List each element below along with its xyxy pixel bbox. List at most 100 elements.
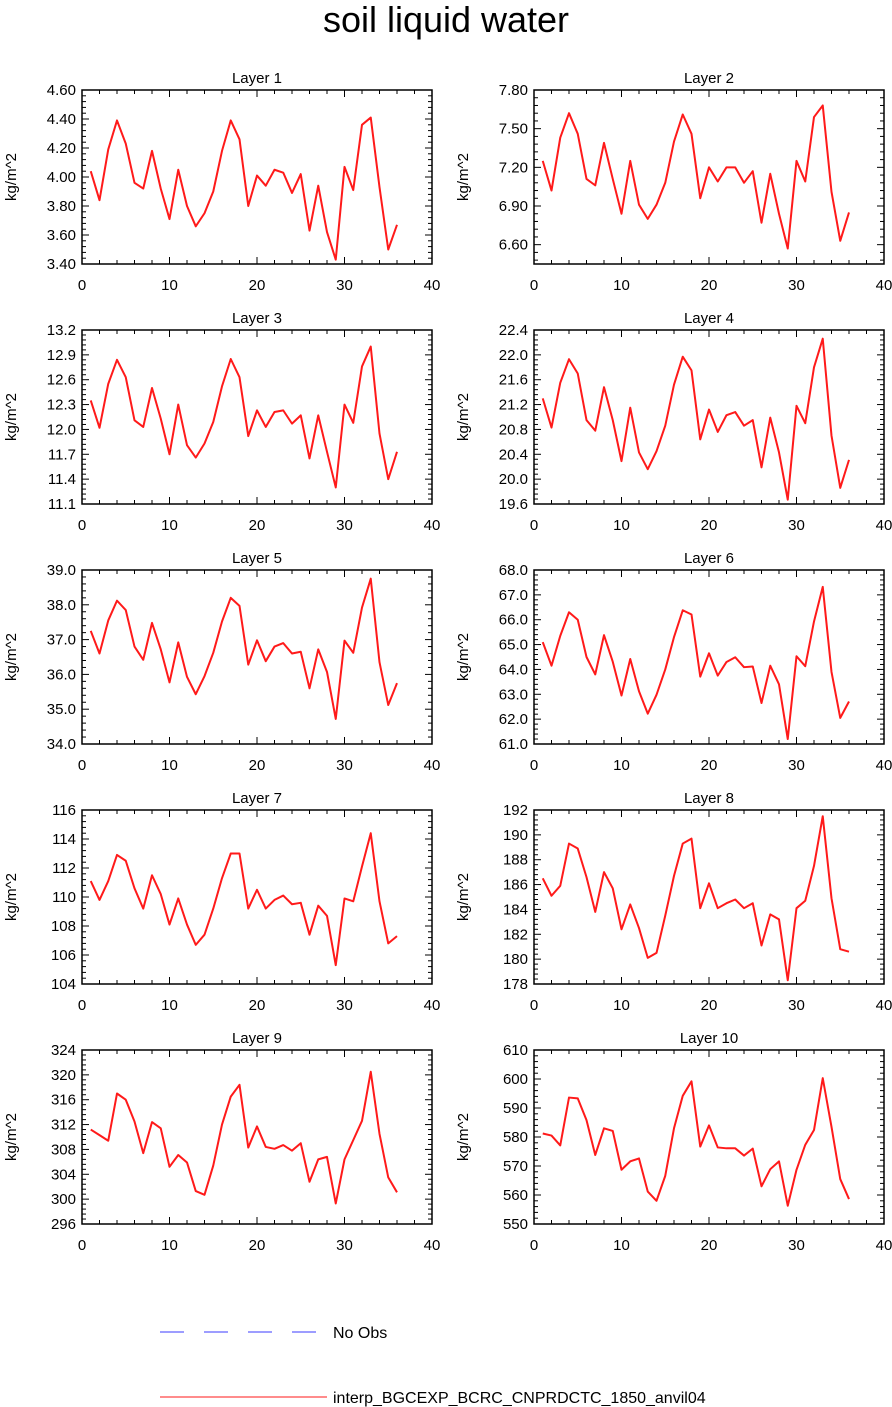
y-tick-label: 12.6: [47, 372, 76, 389]
chart-panel-7: Layer 7 kg/m^2 0 10 20 30 40 104 106 108 110 112 114…: [3, 790, 440, 1014]
y-tick-label: 186: [503, 877, 528, 894]
x-tick-label: 10: [161, 277, 178, 294]
series-line: [541, 337, 850, 501]
y-tick-label: 184: [503, 901, 528, 918]
y-tick-label: 600: [503, 1071, 528, 1088]
x-tick-label: 30: [336, 757, 353, 774]
y-tick-label: 192: [503, 802, 528, 819]
legend: No Obs interp_BGCEXP_BCRC_CNPRDCTC_1850_a…: [160, 1325, 706, 1407]
x-tick-label: 0: [530, 277, 538, 294]
series-line: [542, 1077, 850, 1207]
x-tick-label: 40: [876, 997, 892, 1014]
plot-frame: [533, 1049, 885, 1225]
x-tick-label: 10: [613, 1237, 630, 1254]
x-tick-label: 40: [876, 757, 892, 774]
y-axis-label: kg/m^2: [3, 873, 20, 921]
y-tick-label: 116: [52, 802, 76, 819]
chart-panel-10: Layer 10 kg/m^2 0 10 20 30 40 550 560 570 580 590 60…: [455, 1030, 892, 1254]
y-tick-label: 64.0: [499, 661, 528, 678]
x-tick-label: 10: [613, 757, 630, 774]
x-tick-label: 10: [613, 997, 630, 1014]
x-tick-label: 20: [701, 517, 718, 534]
x-tick-label: 30: [788, 517, 805, 534]
y-tick-label: 112: [52, 860, 76, 877]
panel-title: Layer 4: [684, 310, 734, 327]
y-tick-label: 11.4: [48, 471, 76, 488]
panel-title: Layer 2: [684, 70, 734, 87]
x-tick-label: 0: [78, 757, 86, 774]
x-tick-label: 30: [336, 277, 353, 294]
legend-label-no-obs: No Obs: [333, 1325, 387, 1342]
series-line: [541, 585, 850, 741]
legend-label-model: interp_BGCEXP_BCRC_CNPRDCTC_1850_anvil04: [333, 1390, 706, 1407]
panel-title: Layer 7: [232, 790, 282, 807]
y-tick-label: 7.20: [499, 159, 528, 176]
y-tick-label: 35.0: [47, 701, 76, 718]
y-tick-label: 312: [51, 1117, 76, 1134]
y-tick-label: 104: [51, 976, 76, 993]
chart-panel-2: Layer 2 kg/m^2 0 10 20 30 40 6.60 6.90 7.20 7.50 7.…: [455, 70, 892, 294]
x-tick-label: 40: [424, 1237, 441, 1254]
x-tick-label: 0: [530, 997, 538, 1014]
y-tick-label: 12.9: [47, 347, 76, 364]
x-tick-label: 10: [161, 517, 178, 534]
x-tick-label: 40: [424, 517, 441, 534]
panel-title: Layer 5: [232, 550, 282, 567]
x-tick-label: 40: [876, 517, 892, 534]
y-tick-label: 68.0: [499, 562, 528, 579]
series-line: [90, 1070, 398, 1205]
x-tick-label: 20: [249, 1237, 266, 1254]
x-tick-label: 30: [788, 757, 805, 774]
y-tick-label: 62.0: [499, 711, 528, 728]
y-tick-label: 66.0: [499, 612, 528, 629]
y-tick-label: 4.40: [47, 111, 76, 128]
y-axis-label: kg/m^2: [3, 153, 20, 201]
y-tick-label: 39.0: [47, 562, 76, 579]
y-tick-label: 12.0: [47, 421, 76, 438]
y-axis-label: kg/m^2: [455, 153, 472, 201]
y-tick-label: 20.0: [499, 471, 528, 488]
chart-panel-8: Layer 8 kg/m^2 0 10 20 30 40 178 180 182 184 186 188…: [455, 790, 892, 1014]
y-tick-label: 320: [51, 1067, 76, 1084]
chart-panel-4: Layer 4 kg/m^2 0 10 20 30 40 19.6 20.0 20.4 20.8 21…: [455, 310, 892, 534]
x-tick-label: 0: [78, 277, 86, 294]
x-tick-label: 30: [788, 1237, 805, 1254]
y-tick-label: 6.90: [499, 198, 528, 215]
x-tick-label: 20: [701, 757, 718, 774]
x-tick-label: 20: [701, 277, 718, 294]
y-axis-label: kg/m^2: [455, 393, 472, 441]
y-tick-label: 106: [51, 947, 76, 964]
y-tick-label: 20.8: [499, 421, 528, 438]
y-tick-label: 296: [51, 1216, 76, 1233]
y-axis-label: kg/m^2: [455, 873, 472, 921]
y-tick-label: 308: [51, 1141, 76, 1158]
y-tick-label: 12.3: [47, 397, 76, 414]
y-tick-label: 108: [51, 918, 76, 935]
x-tick-label: 20: [249, 517, 266, 534]
x-tick-label: 0: [78, 997, 86, 1014]
y-tick-label: 65.0: [499, 637, 528, 654]
y-tick-label: 550: [503, 1216, 528, 1233]
y-tick-label: 324: [51, 1042, 76, 1059]
x-tick-label: 30: [336, 517, 353, 534]
x-tick-label: 20: [701, 997, 718, 1014]
chart-panel-3: Layer 3 kg/m^2 0 10 20 30 40 11.1 11.4 11.7 12.0 12…: [3, 310, 440, 534]
y-tick-label: 316: [51, 1092, 76, 1109]
x-tick-label: 30: [788, 277, 805, 294]
y-tick-label: 21.6: [499, 372, 528, 389]
y-tick-label: 182: [503, 926, 528, 943]
y-tick-label: 7.80: [499, 82, 528, 99]
y-tick-label: 188: [503, 852, 528, 869]
panel-title: Layer 1: [232, 70, 282, 87]
y-tick-label: 590: [503, 1100, 528, 1117]
x-tick-label: 0: [530, 757, 538, 774]
y-tick-label: 20.4: [499, 446, 528, 463]
y-tick-label: 560: [503, 1187, 528, 1204]
y-tick-label: 180: [503, 951, 528, 968]
figure-title: soil liquid water: [322, 0, 570, 40]
panel-title: Layer 6: [684, 550, 734, 567]
y-tick-label: 4.20: [47, 140, 76, 157]
chart-panel-6: Layer 6 kg/m^2 0 10 20 30 40 61.0 62.0 63.0 64.0 65…: [455, 550, 892, 774]
